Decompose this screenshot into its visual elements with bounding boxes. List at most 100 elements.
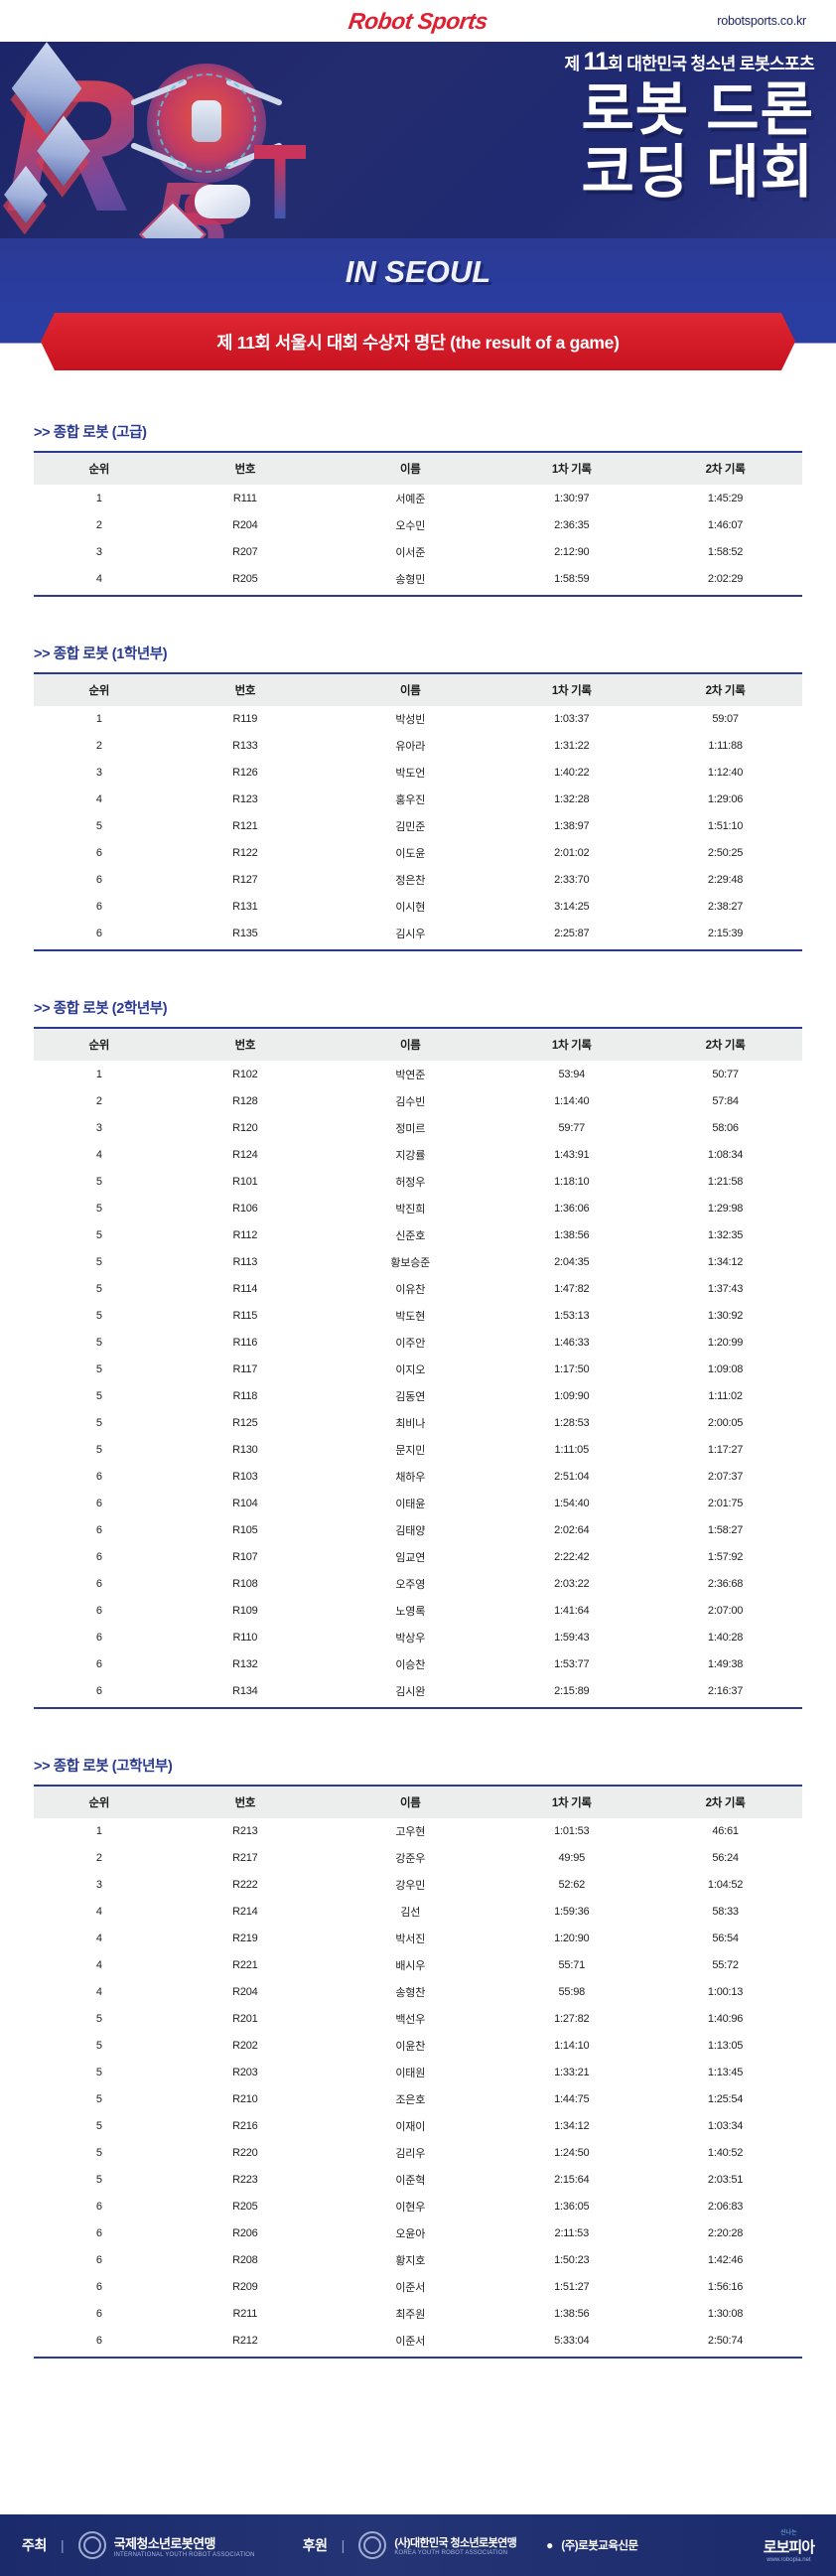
table-cell: 1:53:77 — [554, 1657, 590, 1670]
table-cell: 1:14:40 — [554, 1094, 590, 1107]
table-cell: R115 — [232, 1309, 258, 1322]
table-cell: 55:71 — [558, 1959, 586, 1971]
table-cell: 2:06:83 — [707, 2201, 744, 2213]
table-cell: 이재이 — [395, 2121, 426, 2133]
table-cell: 6 — [34, 1677, 165, 1709]
table-cell: 1:34:12 — [707, 1255, 744, 1268]
table-cell: R201 — [232, 2013, 258, 2025]
table-row: 6 R107 임교연 2:22:42 1:57:92 — [34, 1543, 802, 1570]
table-cell: 2:29:48 — [707, 874, 744, 886]
column-header: 1차 기록 — [494, 1784, 649, 1818]
table-row: 6 R109 노영록 1:41:64 2:07:00 — [34, 1597, 802, 1624]
table-cell: 1:27:82 — [554, 2013, 590, 2025]
table-row: 1 R102 박연준 53:94 50:77 — [34, 1061, 802, 1087]
table-cell: 이지오 — [395, 1363, 426, 1376]
table-cell: 5 — [95, 1228, 102, 1241]
table-cell: 5 — [95, 2013, 102, 2025]
table-cell: R120 — [232, 1121, 258, 1134]
table-cell: 박상우 — [395, 1632, 426, 1645]
table-cell: 1:38:56 — [554, 2308, 590, 2320]
table-cell: R112 — [232, 1228, 258, 1241]
table-cell: 5 — [95, 1202, 102, 1215]
table-cell: 6 — [95, 847, 102, 859]
table-cell: R126 — [232, 767, 258, 779]
table-cell: 정은찬 — [395, 875, 426, 887]
column-header: 순위 — [34, 451, 165, 485]
table-cell: 1:00:13 — [707, 1986, 744, 1998]
table-row: 6 R208 황지호 1:50:23 1:42:46 — [34, 2247, 802, 2274]
robopia-name: 로보피아 — [763, 2539, 815, 2556]
table-row: 6 R104 이태윤 1:54:40 2:01:75 — [34, 1490, 802, 1516]
table-cell: R101 — [232, 1175, 258, 1188]
table-cell: R204 — [232, 518, 258, 531]
table-cell: R128 — [232, 1094, 258, 1107]
table-cell: R113 — [232, 1255, 258, 1268]
table-row: 5 R114 이유찬 1:47:82 1:37:43 — [34, 1275, 802, 1302]
sponsor-org: (사)대한민국 청소년로봇연맹 KOREA YOUTH ROBOT ASSOCI… — [358, 2531, 517, 2559]
table-cell: 1:03:34 — [707, 2120, 744, 2132]
seoul-label: IN SEOUL — [345, 254, 491, 289]
results-table: 순위 번호 이름 1차 기록 2차 기록 1 R102 박연준 53:94 50:77 2 R128 김… — [34, 1027, 802, 1709]
table-cell: R116 — [232, 1336, 258, 1349]
table-cell: 5 — [95, 1416, 102, 1429]
table-row: 2 R128 김수빈 1:14:40 57:84 — [34, 1087, 802, 1114]
table-cell: R207 — [232, 545, 258, 558]
drone-icon — [130, 64, 283, 183]
section-title: >> 종합 로봇 (고학년부) — [34, 1758, 173, 1775]
table-cell: R135 — [164, 920, 327, 951]
table-cell: 6 — [34, 2327, 165, 2359]
table-cell: 6 — [95, 2308, 102, 2320]
table-cell: 1:12:40 — [707, 767, 744, 779]
table-row: 1 R111 서예준 1:30:97 1:45:29 — [34, 485, 802, 511]
table-cell: 1:40:52 — [707, 2147, 744, 2159]
column-header: 번호 — [164, 451, 327, 485]
news-org-name: (주)로봇교육신문 — [561, 2540, 638, 2552]
decorative-letter-b: B — [151, 167, 229, 239]
table-cell: 1:09:90 — [554, 1389, 590, 1402]
table-row: 4 R219 박서진 1:20:90 56:54 — [34, 1926, 802, 1952]
table-cell: 1:53:13 — [554, 1309, 590, 1322]
table-cell: R127 — [232, 874, 258, 886]
cpu-chip-icon — [139, 201, 207, 238]
table-cell: 2:12:90 — [554, 545, 590, 558]
table-cell: 홍우진 — [395, 794, 426, 806]
table-cell: 2:07:37 — [707, 1470, 744, 1483]
table-cell: R108 — [232, 1577, 258, 1590]
table-cell: 1:50:23 — [554, 2254, 590, 2266]
table-cell: 지강률 — [395, 1149, 426, 1162]
column-header: 1차 기록 — [494, 671, 649, 706]
table-row: 2 R217 강준우 49:95 56:24 — [34, 1845, 802, 1872]
table-cell: 5 — [95, 2174, 102, 2186]
table-cell: 49:95 — [558, 1852, 586, 1864]
table-cell: 1:17:50 — [554, 1362, 590, 1375]
table-cell: 5 — [95, 2120, 102, 2132]
table-cell: 6 — [95, 1631, 102, 1644]
decorative-cube-icon — [4, 165, 48, 224]
table-cell: 백선우 — [395, 2014, 426, 2026]
table-cell: 김동연 — [395, 1390, 426, 1403]
poster-edition-number: 11 — [583, 48, 609, 75]
table-cell: R130 — [232, 1443, 258, 1456]
table-cell: R111 — [232, 492, 257, 504]
poster-subtitle-suffix: 회 대한민국 청소년 로봇스포츠 — [608, 55, 814, 73]
table-header-row: 순위 번호 이름 1차 기록 2차 기록 — [34, 671, 802, 706]
table-cell: R105 — [232, 1523, 258, 1536]
table-cell: 1:32:35 — [707, 1228, 744, 1241]
column-header: 번호 — [164, 1784, 327, 1818]
table-cell: 송형민 — [326, 565, 495, 597]
table-cell: R122 — [232, 847, 258, 859]
table-cell: R119 — [232, 713, 258, 725]
table-cell: R221 — [232, 1959, 258, 1971]
table-cell: 5 — [95, 1309, 102, 1322]
table-cell: 2:02:29 — [648, 565, 802, 597]
results-section: >> 종합 로봇 (2학년부) 순위 번호 이름 1차 기록 2차 기록 1 R102 박연준 5… — [34, 997, 802, 1709]
table-row: 4 R124 지강률 1:43:91 1:08:34 — [34, 1141, 802, 1168]
decorative-cube-icon — [11, 42, 82, 135]
table-cell: 5:33:04 — [494, 2327, 649, 2359]
table-cell: 1:41:64 — [554, 1604, 590, 1617]
table-cell: 3:14:25 — [554, 901, 590, 913]
sponsor-divider: | — [341, 2537, 346, 2553]
table-cell: 2:25:87 — [494, 920, 649, 951]
table-cell: R206 — [232, 2227, 258, 2239]
table-cell: 황지호 — [395, 2255, 426, 2267]
